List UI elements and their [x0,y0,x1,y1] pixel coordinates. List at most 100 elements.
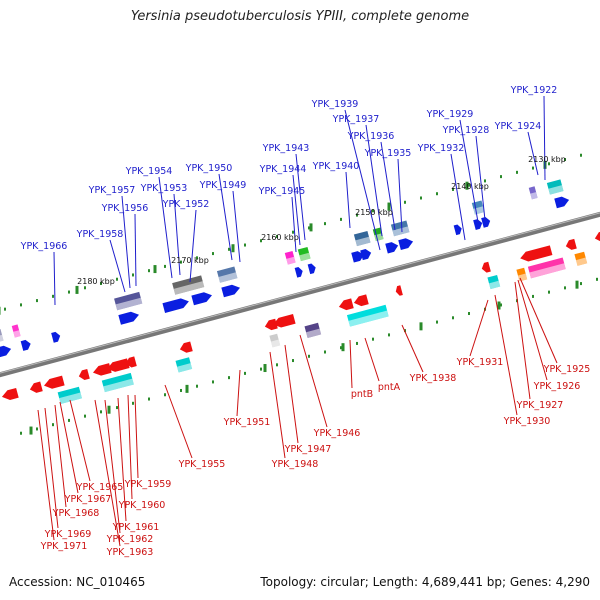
scale-labels: 2130 kbp 2140 kbp 2150 kbp 2160 kbp 2170 kbp… [77,155,566,286]
gene-shade [575,257,588,266]
tick-dot [131,273,134,277]
gene-shade [115,297,143,311]
tick-dot [228,376,231,380]
gene-feature [395,285,403,296]
gene-label: YPK_1928 [442,125,490,136]
tick-dot [308,354,311,358]
gene-label: YPK_1927 [516,400,564,411]
tick-dot [323,222,326,226]
gene-label: YPK_1951 [223,417,271,428]
tick-dot [3,307,6,311]
gene-label: YPK_1956 [101,203,149,214]
tick-dot [148,397,151,401]
leader-line [459,119,479,223]
gene-feature [351,251,365,263]
leader-line [134,394,139,479]
gene-feature [487,274,501,290]
leader-line [345,171,351,229]
gene-shade [59,392,82,404]
gene-label: YPK_1940 [312,161,360,172]
gene-feature [1,387,19,400]
gene-shade [488,280,501,290]
gene-shape [520,245,553,262]
gene-feature [473,219,483,230]
gene-feature [101,372,134,393]
leader-line [475,135,486,221]
gene-shape [294,266,303,278]
gene-label: YPK_1930 [503,416,551,427]
leader-line [401,324,424,373]
gene-label: pntA [378,382,401,393]
gene-label: YPK_1953 [140,183,188,194]
gene-shape [353,294,369,307]
gene-label: YPK_1944 [259,164,307,175]
tick-major [75,285,79,294]
tick-dot [452,316,455,320]
tick-dot [548,290,551,294]
scale-label: 2130 kbp [528,155,566,164]
gene-label: YPK_1966 [20,241,68,252]
tick-dot [243,243,246,247]
gene-feature [520,245,553,262]
tick-dot [51,294,54,298]
gene-shade [270,339,281,348]
tick-dot [371,209,374,213]
gene-shape [385,242,399,254]
gene-shade [306,328,322,339]
leader-line [94,399,121,547]
gene-shade [529,263,566,279]
leader-line [232,190,241,263]
gene-feature [516,267,528,282]
scale-label: 2140 kbp [451,182,489,191]
gene-feature [385,242,399,254]
gene-shape [395,285,403,296]
tick-dot [547,162,550,166]
gene-shade [299,252,311,262]
topology-text: Topology: circular; Length: 4,689,441 bp… [260,575,590,589]
gene-label: YPK_1961 [112,522,160,533]
tick-major [29,426,33,435]
genome-axis-line [0,211,600,378]
gene-feature [29,381,43,393]
tick-dot [164,393,167,397]
tick-major [309,223,313,232]
gene-shape [481,217,491,228]
gene-feature [307,263,316,275]
leader-line [527,131,539,176]
tick-dot [99,282,102,286]
gene-label: YPK_1949 [199,180,247,191]
gene-feature [216,266,238,283]
leader-line [59,401,79,494]
gene-feature [264,318,278,331]
gene-feature [353,230,371,247]
gene-feature [360,249,372,261]
leader-line [295,153,306,241]
gene-label: YPK_1936 [347,131,395,142]
tick-dot [275,234,278,238]
tick-dot [67,290,70,294]
gene-shape [162,298,189,313]
gene-feature [92,363,112,376]
gene-feature [78,368,90,381]
leader-line [380,141,396,231]
gene-label: YPK_1931 [456,357,504,368]
tick-dot [163,264,166,268]
gene-shape [191,292,212,306]
gene-label: YPK_1952 [162,199,210,210]
gene-shade [530,192,538,200]
leader-line [173,193,181,276]
leader-line [69,399,91,482]
tick-dot [276,363,279,367]
tick-major [153,265,157,274]
tick-dot [132,401,135,405]
gene-label: YPK_1958 [76,229,124,240]
gene-shape [221,284,241,298]
gene-label: YPK_1939 [311,99,359,110]
tick-dot [419,196,422,200]
scale-label: 2180 kbp [77,277,115,286]
leader-line [364,337,380,382]
gene-feature [57,386,82,404]
leader-line [189,209,197,283]
leader-line [127,394,133,500]
